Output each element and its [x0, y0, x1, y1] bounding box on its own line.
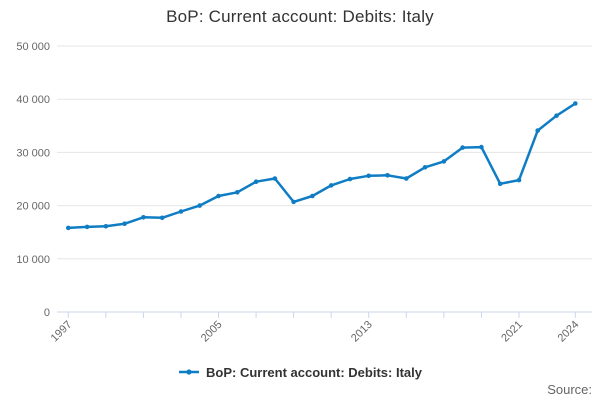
data-point[interactable]	[497, 181, 503, 187]
data-point[interactable]	[516, 177, 522, 183]
data-point[interactable]	[479, 144, 484, 150]
series-line[interactable]	[67, 102, 577, 230]
legend-label: BoP: Current account: Debits: Italy	[206, 365, 422, 380]
xaxis-tick-label: 2013	[349, 319, 375, 345]
yaxis-tick-label: 0	[44, 307, 50, 319]
data-point[interactable]	[573, 101, 578, 106]
yaxis-tick-label: 40 000	[16, 94, 50, 106]
yaxis-tick-label: 20 000	[16, 201, 50, 213]
source-label: Source:	[547, 382, 592, 397]
data-point[interactable]	[159, 215, 165, 221]
data-point[interactable]	[328, 183, 334, 188]
data-point[interactable]	[554, 113, 559, 118]
chart-title: BoP: Current account: Debits: Italy	[166, 7, 434, 26]
data-point[interactable]	[422, 165, 428, 170]
xaxis-tick-label: 2005	[199, 319, 225, 345]
data-point[interactable]	[84, 224, 90, 230]
legend-item[interactable]: BoP: Current account: Debits: Italy	[0, 365, 600, 380]
data-point[interactable]	[460, 145, 465, 150]
data-point[interactable]	[385, 173, 390, 178]
legend-line-marker-icon	[178, 365, 200, 380]
data-point[interactable]	[441, 159, 447, 164]
xaxis-tick-label: 2021	[499, 319, 525, 345]
data-point[interactable]	[197, 203, 202, 208]
data-point[interactable]	[103, 224, 109, 229]
yaxis-tick-label: 10 000	[16, 254, 50, 266]
data-point[interactable]	[272, 176, 278, 181]
data-point[interactable]	[235, 190, 240, 195]
data-point[interactable]	[404, 176, 409, 181]
data-point[interactable]	[310, 193, 315, 199]
data-point[interactable]	[141, 215, 146, 220]
data-point[interactable]	[535, 128, 540, 133]
data-point[interactable]	[291, 199, 296, 205]
yaxis-tick-label: 30 000	[16, 147, 50, 159]
data-point[interactable]	[366, 173, 372, 179]
xaxis-tick-label: 2024	[556, 319, 582, 345]
xaxis-tick-label: 1997	[49, 319, 75, 345]
data-point[interactable]	[253, 179, 259, 184]
data-point[interactable]	[66, 225, 71, 231]
data-point[interactable]	[122, 221, 127, 226]
yaxis-tick-label: 50 000	[16, 41, 50, 53]
data-point[interactable]	[178, 209, 184, 214]
data-point[interactable]	[216, 193, 221, 199]
data-point[interactable]	[347, 176, 353, 182]
